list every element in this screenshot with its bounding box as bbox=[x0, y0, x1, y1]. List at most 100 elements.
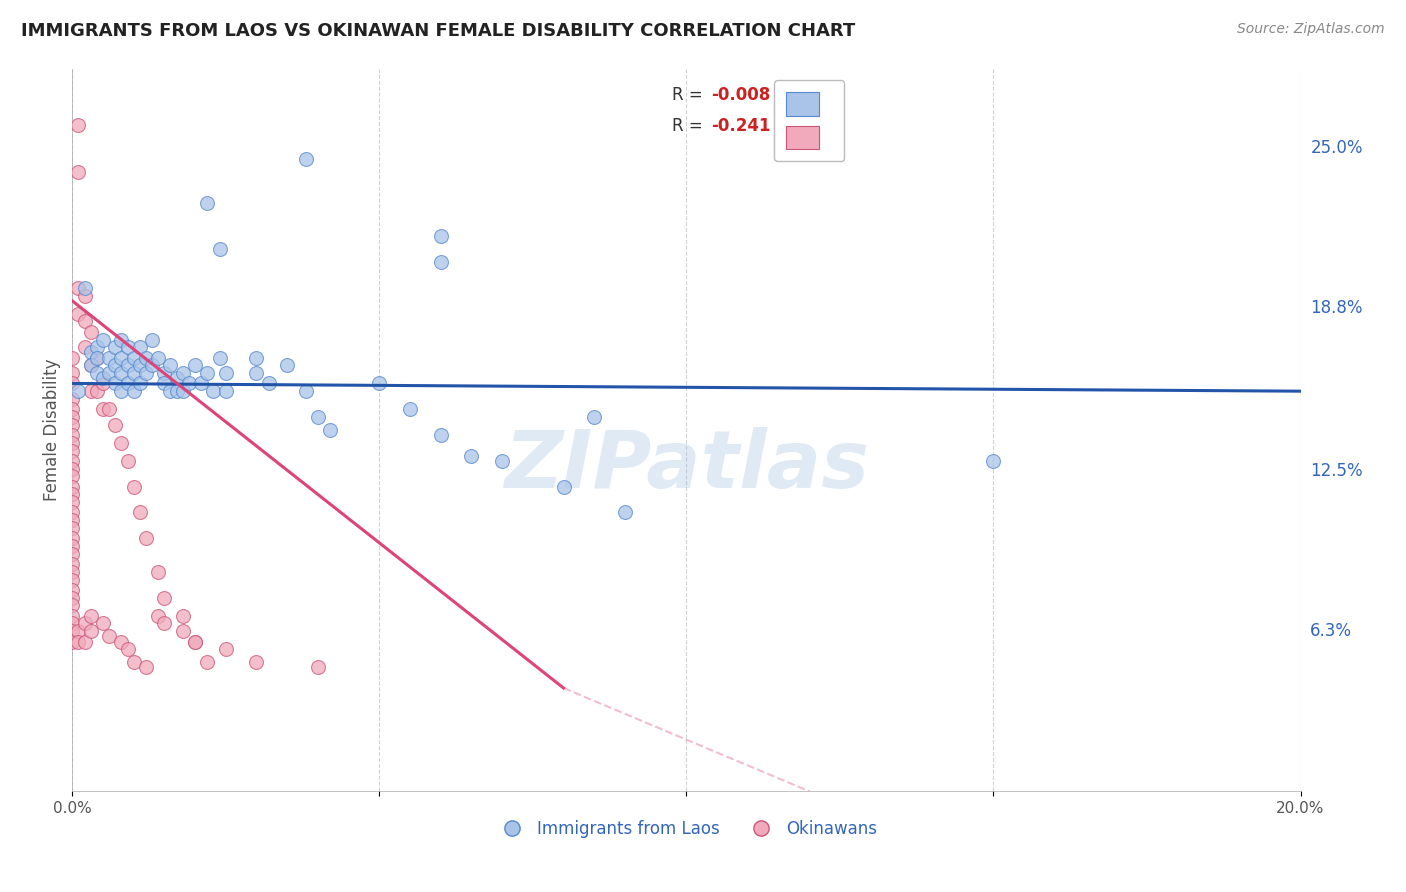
Point bbox=[153, 376, 176, 391]
Point bbox=[553, 480, 575, 494]
Point bbox=[153, 591, 176, 605]
Point bbox=[60, 521, 83, 535]
Point bbox=[110, 634, 132, 648]
Point bbox=[429, 255, 451, 269]
Point bbox=[208, 351, 231, 365]
Point bbox=[60, 565, 83, 579]
Point bbox=[613, 506, 636, 520]
Point bbox=[195, 195, 218, 210]
Point bbox=[60, 599, 83, 613]
Point bbox=[104, 359, 127, 373]
Point bbox=[122, 366, 145, 380]
Point bbox=[319, 423, 342, 437]
Point bbox=[73, 616, 96, 631]
Point bbox=[460, 449, 482, 463]
Point bbox=[67, 307, 90, 321]
Point bbox=[153, 616, 176, 631]
Point bbox=[60, 487, 83, 501]
Point bbox=[276, 359, 298, 373]
Point bbox=[148, 608, 170, 623]
Point bbox=[86, 384, 108, 399]
Point bbox=[307, 409, 329, 424]
Point bbox=[172, 384, 194, 399]
Point bbox=[91, 616, 114, 631]
Point bbox=[73, 340, 96, 354]
Point bbox=[172, 624, 194, 639]
Point bbox=[117, 340, 139, 354]
Point bbox=[110, 384, 132, 399]
Point bbox=[79, 624, 101, 639]
Point bbox=[67, 118, 90, 132]
Point bbox=[60, 506, 83, 520]
Point bbox=[86, 351, 108, 365]
Point bbox=[60, 495, 83, 509]
Point bbox=[110, 351, 132, 365]
Point bbox=[257, 376, 280, 391]
Point bbox=[128, 340, 150, 354]
Point bbox=[294, 384, 316, 399]
Point bbox=[159, 384, 181, 399]
Point bbox=[195, 366, 218, 380]
Point bbox=[245, 351, 267, 365]
Point bbox=[60, 591, 83, 605]
Point bbox=[60, 573, 83, 587]
Point bbox=[73, 281, 96, 295]
Text: ZIPatlas: ZIPatlas bbox=[503, 427, 869, 505]
Point bbox=[245, 366, 267, 380]
Point bbox=[153, 366, 176, 380]
Point bbox=[60, 480, 83, 494]
Point bbox=[177, 376, 200, 391]
Point bbox=[117, 376, 139, 391]
Point bbox=[141, 359, 163, 373]
Point bbox=[135, 351, 157, 365]
Point bbox=[73, 288, 96, 302]
Point bbox=[110, 333, 132, 347]
Point bbox=[86, 340, 108, 354]
Point bbox=[104, 340, 127, 354]
Point bbox=[128, 506, 150, 520]
Point bbox=[67, 634, 90, 648]
Point bbox=[245, 655, 267, 669]
Text: 79: 79 bbox=[821, 118, 845, 136]
Point bbox=[60, 616, 83, 631]
Point bbox=[583, 409, 606, 424]
Point bbox=[172, 608, 194, 623]
Point bbox=[98, 402, 121, 417]
Point bbox=[184, 634, 207, 648]
Legend: Immigrants from Laos, Okinawans: Immigrants from Laos, Okinawans bbox=[489, 813, 884, 845]
Point bbox=[215, 384, 238, 399]
Point bbox=[172, 366, 194, 380]
Point bbox=[60, 428, 83, 442]
Point bbox=[60, 608, 83, 623]
Point bbox=[110, 366, 132, 380]
Point bbox=[60, 409, 83, 424]
Point bbox=[117, 642, 139, 657]
Point bbox=[117, 359, 139, 373]
Point bbox=[195, 655, 218, 669]
Point bbox=[208, 242, 231, 256]
Point bbox=[60, 392, 83, 406]
Point bbox=[60, 351, 83, 365]
Point bbox=[148, 565, 170, 579]
Point bbox=[159, 359, 181, 373]
Point bbox=[128, 376, 150, 391]
Point bbox=[60, 539, 83, 553]
Point bbox=[429, 229, 451, 244]
Point bbox=[190, 376, 212, 391]
Point bbox=[60, 557, 83, 571]
Point bbox=[60, 531, 83, 545]
Text: -0.241: -0.241 bbox=[711, 118, 770, 136]
Point bbox=[60, 366, 83, 380]
Point bbox=[60, 513, 83, 527]
Point bbox=[91, 371, 114, 385]
Text: R =: R = bbox=[672, 86, 707, 103]
Point bbox=[294, 152, 316, 166]
Point bbox=[135, 366, 157, 380]
Point bbox=[141, 333, 163, 347]
Point bbox=[110, 435, 132, 450]
Point bbox=[67, 281, 90, 295]
Point bbox=[60, 582, 83, 597]
Point bbox=[148, 351, 170, 365]
Y-axis label: Female Disability: Female Disability bbox=[44, 359, 60, 501]
Point bbox=[60, 469, 83, 483]
